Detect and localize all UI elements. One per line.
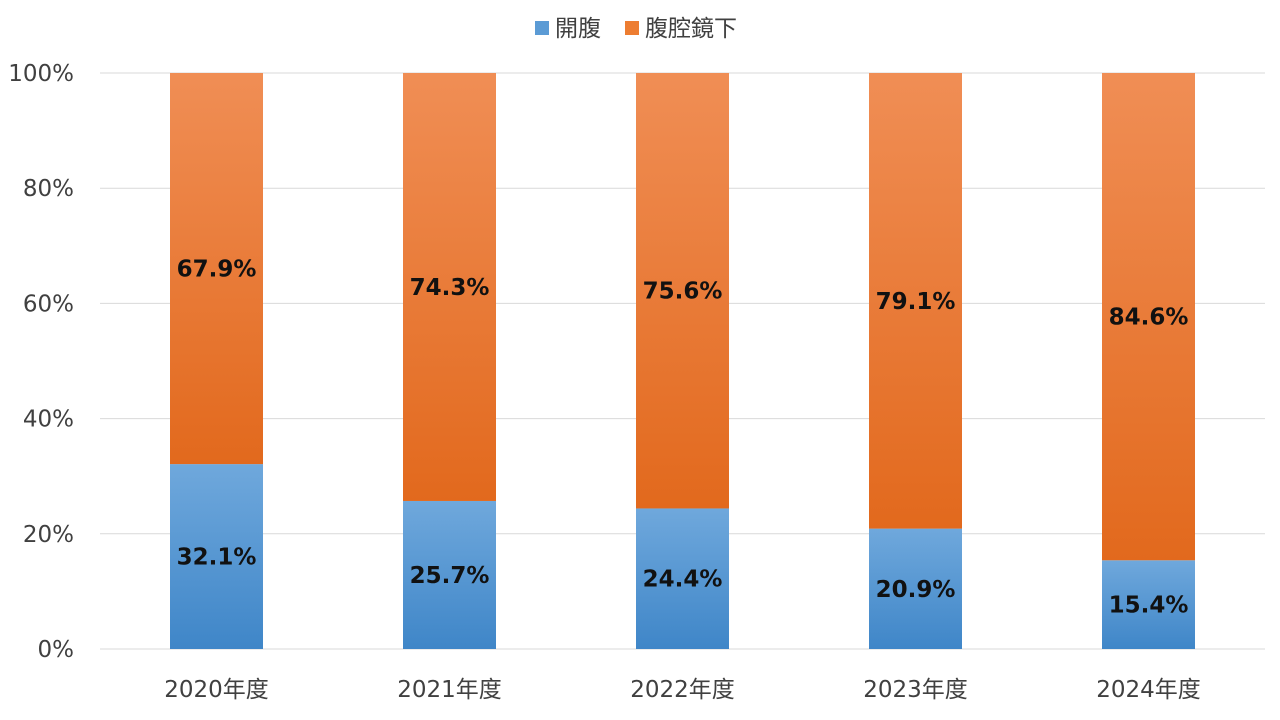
x-category-label: 2020年度 [164, 677, 269, 703]
bar-segment-open [403, 500, 496, 649]
legend-label: 開腹 [555, 16, 601, 42]
legend-swatch [625, 21, 639, 35]
y-tick-label: 80% [23, 176, 74, 202]
data-label: 74.3% [410, 275, 490, 301]
bar-segment-open [170, 464, 263, 649]
bar-segment-open [636, 508, 729, 649]
data-label: 79.1% [876, 289, 956, 315]
bar-segment-laparoscopic [1102, 73, 1195, 561]
y-tick-label: 0% [38, 637, 75, 663]
bar-segment-open [1102, 560, 1195, 649]
y-axis: 0% 20% 40% 60% 80% 100% [8, 61, 74, 663]
data-label: 24.4% [643, 567, 723, 593]
data-label: 20.9% [876, 577, 956, 603]
x-axis: 2020年度 2021年度 2022年度 2023年度 2024年度 [164, 677, 1201, 703]
bar-segment-laparoscopic [403, 73, 496, 501]
y-tick-label: 100% [8, 61, 74, 87]
data-label: 15.4% [1109, 593, 1189, 619]
x-category-label: 2021年度 [397, 677, 502, 703]
legend-swatch [535, 21, 549, 35]
legend: 開腹 腹腔鏡下 [535, 16, 737, 42]
data-label: 75.6% [643, 279, 723, 305]
y-tick-label: 20% [23, 522, 74, 548]
x-category-label: 2022年度 [630, 677, 735, 703]
x-category-label: 2023年度 [863, 677, 968, 703]
bar-segment-laparoscopic [170, 73, 263, 465]
legend-label: 腹腔鏡下 [645, 16, 737, 42]
bars: 32.1% 67.9% 25.7% 74.3% 24.4% 75.6% 20.9% 79.1%… [170, 73, 1195, 649]
data-label: 32.1% [177, 545, 257, 571]
x-category-label: 2024年度 [1096, 677, 1201, 703]
bar-segment-laparoscopic [869, 73, 962, 529]
data-label: 25.7% [410, 563, 490, 589]
bar-segment-open [869, 528, 962, 649]
y-tick-label: 60% [23, 291, 74, 317]
y-tick-label: 40% [23, 407, 74, 433]
data-label: 67.9% [177, 257, 257, 283]
bar-segment-laparoscopic [636, 73, 729, 509]
data-label: 84.6% [1109, 305, 1189, 331]
